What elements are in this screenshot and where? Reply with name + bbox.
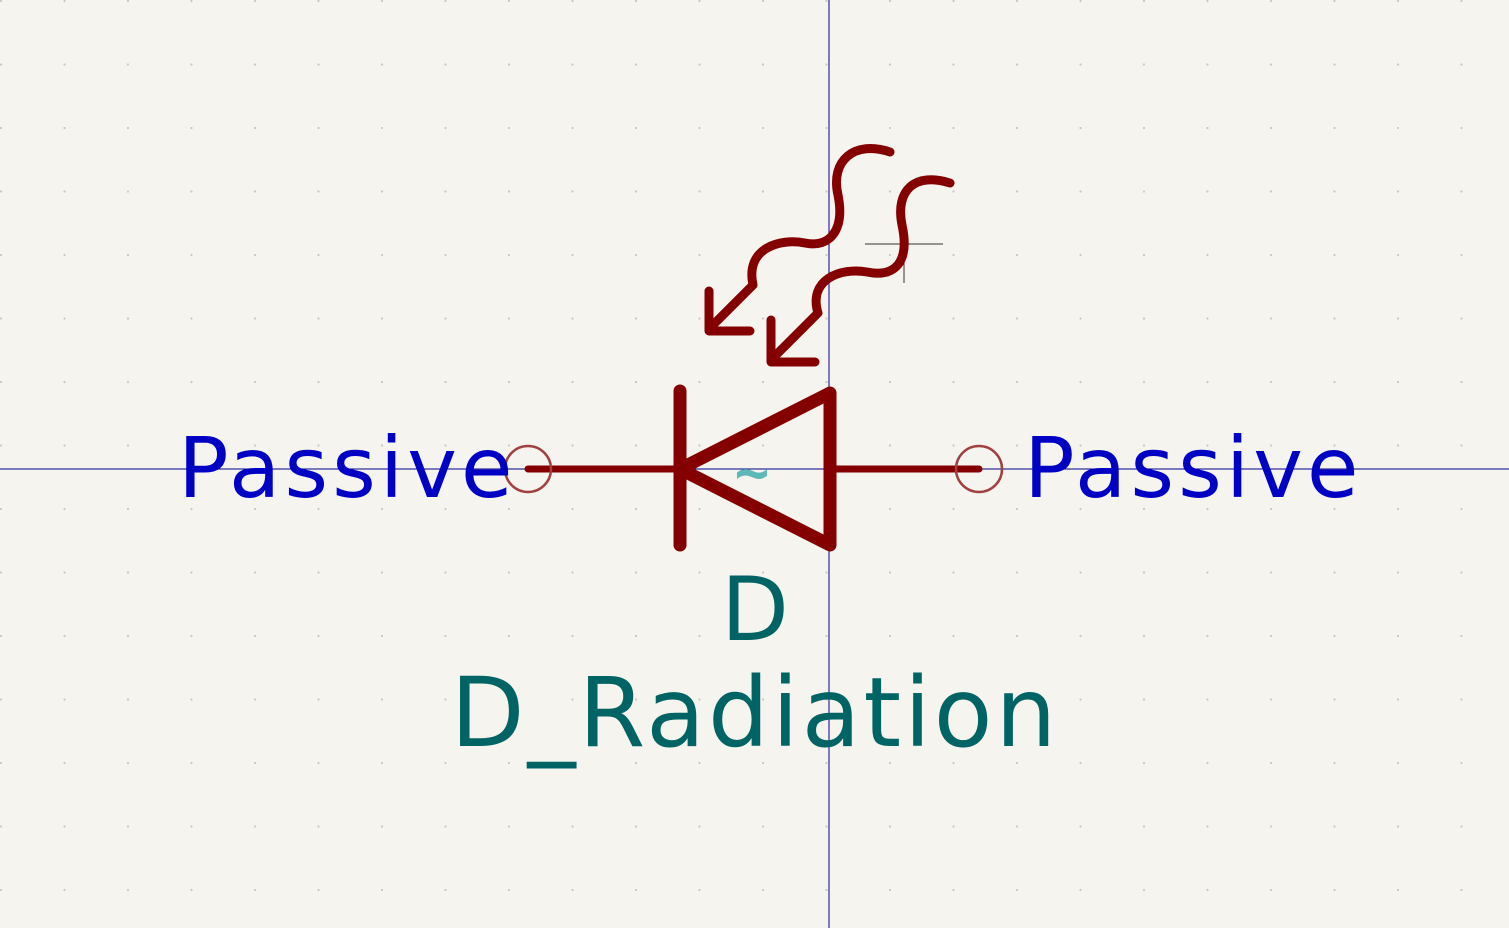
pin-1-type-label: Passive (178, 419, 517, 517)
diode-triangle (673, 386, 837, 552)
radiation-arrows-icon (704, 144, 955, 367)
value-field[interactable]: D_Radiation (451, 657, 1060, 769)
pin-1-connection-circle[interactable] (503, 444, 553, 494)
reference-field[interactable]: D (721, 558, 789, 661)
pin-2-type-label: Passive (1024, 419, 1363, 517)
pin-2-connection-circle[interactable] (954, 444, 1004, 494)
diode-body[interactable] (673, 384, 837, 552)
unit-marker: ~ (735, 438, 770, 506)
